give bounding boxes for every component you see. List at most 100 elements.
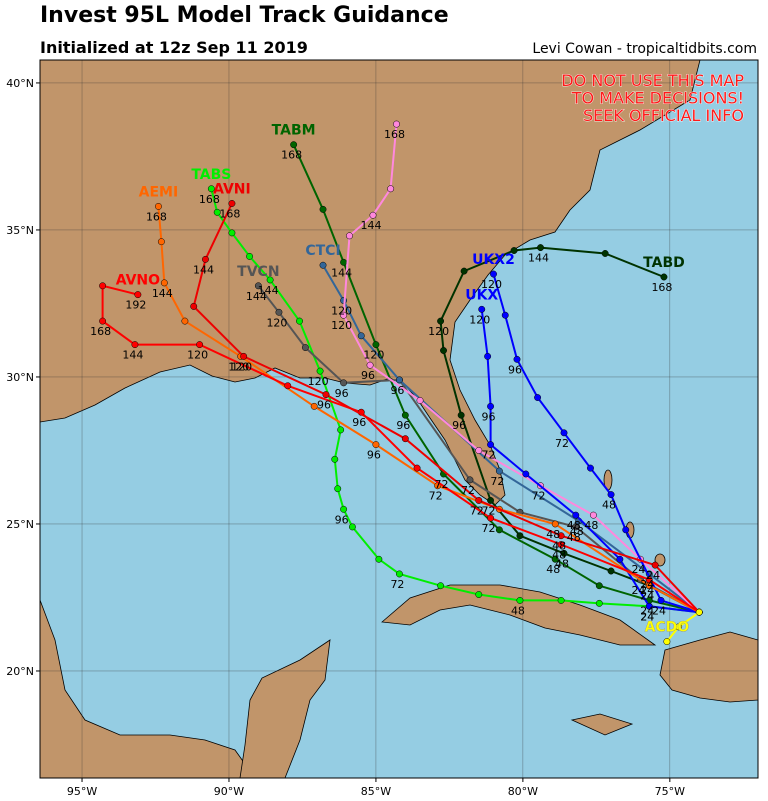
track-point	[290, 141, 298, 149]
forecast-hour-label: 144	[193, 263, 214, 276]
forecast-hour-label: 120	[187, 349, 208, 362]
track-name: UKX2	[472, 252, 515, 268]
track-point	[516, 532, 524, 540]
forecast-hour-label: 168	[199, 193, 220, 206]
yucatan	[239, 639, 331, 778]
track-point	[557, 541, 565, 548]
track-point	[348, 523, 356, 531]
forecast-hour-label: 24	[640, 604, 654, 617]
track-point	[522, 470, 530, 478]
x-tick-label: 90°W	[214, 785, 244, 798]
track-point	[246, 252, 254, 260]
forecast-hour-label: 96	[367, 449, 381, 462]
track-point	[99, 317, 107, 325]
track-point	[416, 397, 424, 404]
forecast-hour-label: 120	[363, 349, 384, 362]
x-tick-label: 95°W	[67, 785, 97, 798]
track-point	[181, 317, 189, 325]
forecast-hour-label: 72	[482, 504, 496, 517]
track-point	[319, 261, 327, 269]
forecast-hour-label: 24	[631, 584, 645, 597]
forecast-hour-label: 144	[331, 266, 352, 279]
forecast-hour-label: 72	[470, 504, 484, 517]
forecast-hour-label: 120	[428, 325, 449, 338]
track-point	[337, 426, 345, 434]
track-point	[160, 279, 168, 287]
track-point	[607, 491, 615, 499]
forecast-hour-label: 120	[331, 305, 352, 318]
track-point	[346, 232, 353, 240]
y-tick-label: 30°N	[6, 371, 34, 384]
track-line	[342, 124, 700, 613]
forecast-hour-label: 96	[361, 369, 375, 382]
forecast-hour-label: 120	[331, 319, 352, 332]
track-point	[322, 391, 330, 399]
track-point	[331, 455, 339, 463]
x-tick-label: 85°W	[361, 785, 391, 798]
track-point	[266, 276, 274, 284]
track-point	[466, 476, 474, 484]
warning-line: DO NOT USE THIS MAP	[561, 71, 744, 90]
forecast-hour-label: 72	[532, 490, 546, 503]
forecast-hour-label: 96	[352, 416, 366, 429]
track-point	[490, 270, 497, 278]
forecast-hour-label: 120	[469, 313, 490, 326]
track-line	[492, 273, 700, 614]
track-point	[487, 496, 495, 504]
axis-ticks: 95°W 90°W 85°W 80°W 75°W 40°N 35°N 30°N 25°N 20°N	[6, 77, 685, 798]
track-point	[595, 582, 603, 590]
track-name: TABS	[191, 167, 231, 183]
forecast-hour-label: 96	[317, 399, 331, 412]
forecast-hour-label: 96	[508, 363, 522, 376]
forecast-hour-label: 72	[461, 484, 475, 497]
track-point	[616, 555, 624, 563]
forecast-hour-label: 72	[482, 449, 496, 462]
track-point	[595, 599, 603, 607]
track-point	[487, 441, 495, 449]
track-line	[439, 246, 700, 614]
forecast-hour-label: 120	[308, 375, 329, 388]
x-tick-label: 75°W	[655, 785, 685, 798]
forecast-hour-label: 72	[555, 437, 569, 450]
track-point	[401, 411, 409, 419]
track-point	[369, 211, 377, 219]
forecast-hour-label: 120	[266, 316, 287, 329]
track-point	[213, 208, 221, 216]
track-name: TABD	[643, 255, 685, 271]
track-name: UKX	[465, 287, 498, 303]
track-point	[622, 526, 630, 534]
credit: Levi Cowan - tropicaltidbits.com	[532, 41, 757, 57]
track-point	[334, 485, 342, 493]
forecast-hour-label: 96	[396, 419, 410, 432]
track-point	[487, 402, 495, 410]
forecast-hour-label: 24	[640, 610, 654, 623]
track-point	[395, 376, 403, 384]
forecast-hour-label: 48	[546, 563, 560, 576]
tracks	[99, 120, 703, 646]
track-point	[475, 496, 483, 504]
track-point	[196, 341, 204, 349]
forecast-hour-label: 24	[640, 578, 654, 591]
forecast-hour-label: 168	[90, 325, 111, 338]
track-point	[675, 623, 683, 631]
forecast-hour-label: 48	[546, 528, 560, 541]
forecast-hour-label: 96	[335, 387, 349, 400]
track-point	[516, 596, 524, 604]
track-name: TABM	[272, 123, 316, 139]
forecast-hour-label: 24	[640, 584, 654, 597]
track-name: AVNI	[213, 181, 251, 197]
track-point	[301, 344, 309, 352]
forecast-hour-label: 48	[570, 525, 584, 538]
track-point	[413, 464, 421, 472]
forecast-hour-label: 96	[390, 384, 404, 397]
land	[40, 60, 758, 778]
track-point	[560, 429, 568, 437]
forecast-hour-label: 24	[640, 590, 654, 603]
track-point	[601, 250, 609, 257]
track-name: CTCI	[305, 243, 340, 259]
forecast-hour-label: 72	[429, 490, 443, 503]
track-point	[154, 202, 162, 210]
forecast-hour-label: 144	[152, 287, 173, 300]
